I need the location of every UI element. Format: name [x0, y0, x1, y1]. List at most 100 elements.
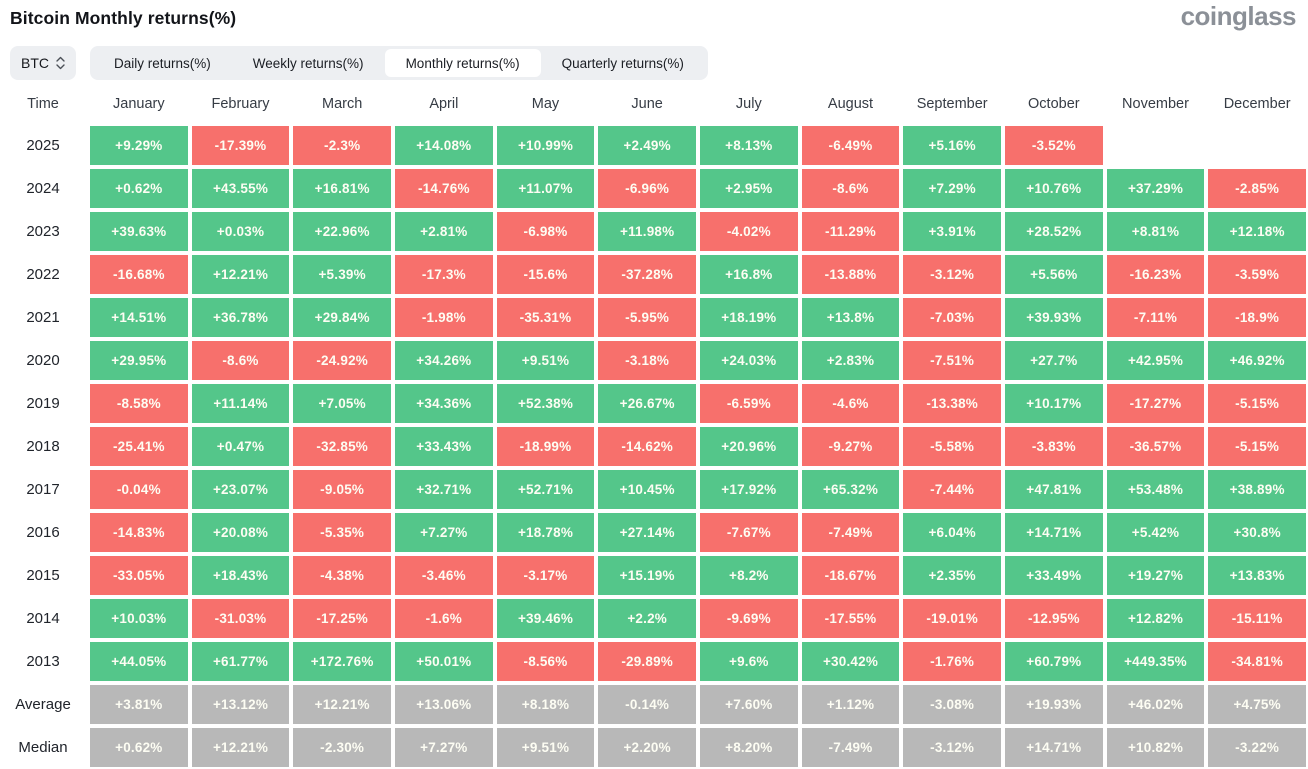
column-header: September	[903, 85, 1001, 122]
return-cell: +10.45%	[598, 470, 696, 509]
return-cell: +2.81%	[394, 212, 493, 251]
return-cell: +7.60%	[699, 685, 798, 724]
return-cell: -3.17%	[496, 556, 595, 595]
return-cell: +30.8%	[1208, 513, 1306, 552]
return-cell: -4.6%	[801, 384, 900, 423]
return-cell: -0.14%	[598, 685, 696, 724]
return-cell: +5.42%	[1106, 513, 1205, 552]
return-cell: -16.23%	[1106, 255, 1205, 294]
return-cell: -3.46%	[394, 556, 493, 595]
return-cell: +18.19%	[699, 298, 798, 337]
return-cell: -37.28%	[598, 255, 696, 294]
return-cell: -8.56%	[496, 642, 595, 681]
return-cell: +7.27%	[394, 728, 493, 767]
row-label: 2014	[0, 599, 86, 638]
return-cell: +8.13%	[699, 126, 798, 165]
return-cell: -3.22%	[1208, 728, 1306, 767]
return-cell: +28.52%	[1004, 212, 1103, 251]
return-cell: -3.12%	[903, 728, 1001, 767]
return-cell: +0.62%	[90, 169, 188, 208]
tab-daily-returns[interactable]: Daily returns(%)	[114, 55, 211, 71]
return-cell: +20.96%	[699, 427, 798, 466]
return-cell: -18.9%	[1208, 298, 1306, 337]
return-cell: +10.17%	[1004, 384, 1103, 423]
return-cell: +2.2%	[598, 599, 696, 638]
return-cell: -7.51%	[903, 341, 1001, 380]
return-cell: +29.95%	[90, 341, 188, 380]
return-cell: +1.12%	[801, 685, 900, 724]
return-cell: +53.48%	[1106, 470, 1205, 509]
return-cell: -14.62%	[598, 427, 696, 466]
return-cell: -4.38%	[293, 556, 391, 595]
page-title: Bitcoin Monthly returns(%)	[10, 8, 237, 28]
return-cell: -5.15%	[1208, 427, 1306, 466]
row-label: 2013	[0, 642, 86, 681]
return-cell: -3.12%	[903, 255, 1001, 294]
return-cell: -2.3%	[293, 126, 391, 165]
return-cell: -17.3%	[394, 255, 493, 294]
row-label: 2024	[0, 169, 86, 208]
tab-quarterly-returns[interactable]: Quarterly returns(%)	[561, 55, 684, 71]
return-cell: -17.55%	[801, 599, 900, 638]
return-cell: -3.83%	[1004, 427, 1103, 466]
return-cell: -9.69%	[699, 599, 798, 638]
tab-monthly-returns[interactable]: Monthly returns(%)	[384, 49, 541, 77]
return-cell: -18.99%	[496, 427, 595, 466]
return-cell: +14.51%	[90, 298, 188, 337]
return-cell: -7.11%	[1106, 298, 1205, 337]
symbol-select[interactable]: BTC	[10, 46, 76, 80]
column-header: November	[1106, 85, 1205, 122]
return-cell: -7.03%	[903, 298, 1001, 337]
return-cell	[1208, 126, 1306, 165]
return-cell: +9.29%	[90, 126, 188, 165]
row-label: 2017	[0, 470, 86, 509]
column-header: March	[293, 85, 391, 122]
return-cell	[1107, 126, 1205, 165]
return-cell: -25.41%	[90, 427, 188, 466]
return-cell: +3.81%	[90, 685, 188, 724]
return-cell: +34.36%	[394, 384, 493, 423]
return-cell: +15.19%	[598, 556, 696, 595]
return-cell: -0.04%	[90, 470, 188, 509]
return-cell: -3.18%	[598, 341, 696, 380]
return-cell: +8.18%	[496, 685, 595, 724]
return-cell: -36.57%	[1106, 427, 1205, 466]
return-cell: +20.08%	[191, 513, 290, 552]
return-cell: +47.81%	[1004, 470, 1103, 509]
return-cell: +10.03%	[90, 599, 188, 638]
return-cell: +7.29%	[903, 169, 1001, 208]
return-cell: +14.08%	[394, 126, 493, 165]
return-cell: +16.8%	[699, 255, 798, 294]
return-cell: -6.59%	[699, 384, 798, 423]
return-cell: +11.07%	[496, 169, 595, 208]
symbol-select-value: BTC	[21, 55, 49, 71]
coinglass-logo: coinglass	[1180, 1, 1297, 31]
tab-weekly-returns[interactable]: Weekly returns(%)	[252, 55, 364, 71]
return-cell: -17.39%	[191, 126, 290, 165]
return-cell: +43.55%	[191, 169, 290, 208]
return-cell: -8.58%	[90, 384, 188, 423]
return-cell: -3.59%	[1208, 255, 1306, 294]
return-cell: +11.98%	[598, 212, 696, 251]
return-cell: +18.43%	[191, 556, 290, 595]
return-cell: +19.93%	[1004, 685, 1103, 724]
return-cell: +9.6%	[699, 642, 798, 681]
return-cell: +32.71%	[394, 470, 493, 509]
column-header: February	[191, 85, 290, 122]
return-cell: +60.79%	[1004, 642, 1103, 681]
return-cell: -15.11%	[1208, 599, 1306, 638]
return-cell: -5.35%	[293, 513, 391, 552]
top-bar: Bitcoin Monthly returns(%) coinglass	[10, 0, 1297, 42]
return-cell: -9.27%	[801, 427, 900, 466]
return-cell: +16.81%	[293, 169, 391, 208]
return-cell: +27.14%	[598, 513, 696, 552]
time-column-header: Time	[0, 85, 86, 122]
return-cell: -19.01%	[903, 599, 1001, 638]
column-header: July	[699, 85, 798, 122]
return-cell: +12.21%	[293, 685, 391, 724]
return-cell: -6.49%	[801, 126, 900, 165]
return-cell: +172.76%	[293, 642, 391, 681]
return-cell: -7.44%	[903, 470, 1001, 509]
return-cell: +17.92%	[699, 470, 798, 509]
return-cell: -3.52%	[1004, 126, 1103, 165]
